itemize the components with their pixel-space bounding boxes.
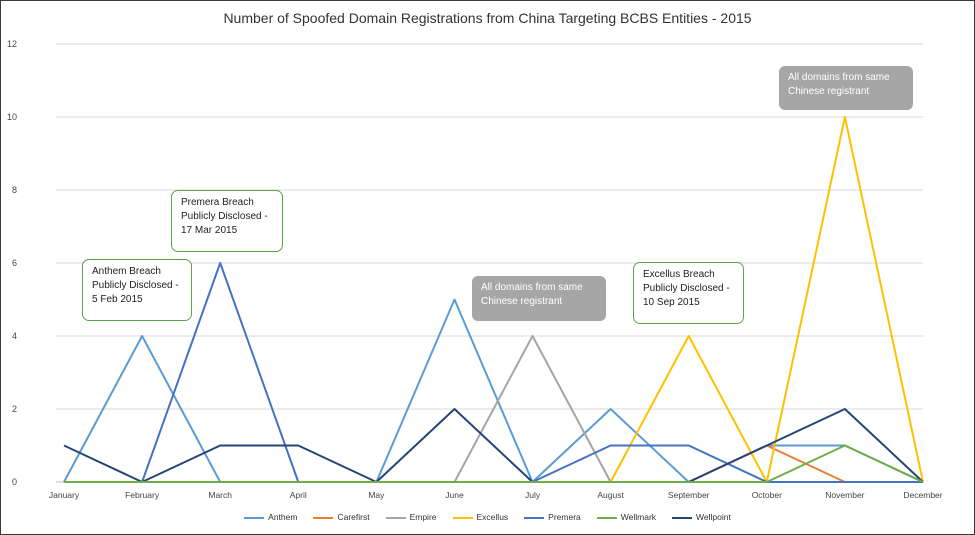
x-tick-label: October xyxy=(752,490,782,500)
x-tick-label: February xyxy=(125,490,160,500)
y-tick-label: 8 xyxy=(12,185,17,195)
annotation-line: Publicly Disclosed - xyxy=(181,211,268,222)
annotation-line: Publicly Disclosed - xyxy=(92,280,179,291)
annotation-premera-breach: Premera Breach Publicly Disclosed - 17 M… xyxy=(171,190,283,252)
x-tick-label: April xyxy=(290,490,307,500)
annotation-line: Publicly Disclosed - xyxy=(643,283,730,294)
x-tick-label: November xyxy=(825,490,864,500)
annotation-line: Anthem Breach xyxy=(92,266,161,277)
legend-label: Wellpoint xyxy=(696,512,731,522)
annotation-line: 10 Sep 2015 xyxy=(643,297,700,308)
y-tick-label: 10 xyxy=(7,112,17,122)
legend-swatch xyxy=(244,516,265,519)
legend-label: Anthem xyxy=(268,512,298,522)
legend-entry: Empire xyxy=(385,512,437,522)
series-line-wellmark xyxy=(64,444,924,483)
series-line-anthem xyxy=(63,298,924,483)
legend-label: Empire xyxy=(409,512,437,522)
series-line-wellpoint xyxy=(63,408,924,483)
chart-legend: Anthem Carefirst Empire Excellus Premera Well… xyxy=(0,512,975,522)
legend-label: Wellmark xyxy=(620,512,657,522)
legend-label: Excellus xyxy=(476,512,509,522)
legend-entry: Wellpoint xyxy=(672,512,731,522)
y-tick-label: 2 xyxy=(12,404,17,414)
x-tick-label: August xyxy=(597,490,624,500)
legend-entry: Carefirst xyxy=(313,512,370,522)
annotation-line: Chinese registrant xyxy=(481,296,563,307)
x-tick-label: July xyxy=(525,490,541,500)
annotation-july-registrant: All domains from same Chinese registrant xyxy=(472,276,606,321)
legend-swatch xyxy=(385,516,406,519)
x-tick-label: January xyxy=(49,490,80,500)
legend-label: Carefirst xyxy=(337,512,370,522)
legend-label: Premera xyxy=(548,512,581,522)
annotation-line: Premera Breach xyxy=(181,197,254,208)
annotation-november-registrant: All domains from same Chinese registrant xyxy=(779,66,913,110)
legend-entry: Excellus xyxy=(452,512,509,522)
chart-title: Number of Spoofed Domain Registrations f… xyxy=(223,10,752,26)
annotation-line: 5 Feb 2015 xyxy=(92,294,143,305)
annotation-line: Chinese registrant xyxy=(788,86,870,97)
x-tick-label: May xyxy=(368,490,385,500)
legend-entry: Anthem xyxy=(244,512,297,522)
legend-swatch xyxy=(672,516,693,519)
legend-entry: Wellmark xyxy=(596,512,657,522)
y-tick-label: 12 xyxy=(7,39,17,49)
annotation-anthem-breach: Anthem Breach Publicly Disclosed - 5 Feb… xyxy=(82,259,192,321)
annotation-line: 17 Mar 2015 xyxy=(181,225,238,236)
x-tick-label: June xyxy=(445,490,464,500)
annotation-line: Excellus Breach xyxy=(643,269,715,280)
series-line-carefirst xyxy=(64,444,923,483)
x-tick-label: March xyxy=(208,490,232,500)
legend-swatch xyxy=(596,516,617,519)
legend-swatch xyxy=(452,516,473,519)
y-tick-label: 4 xyxy=(12,331,17,341)
legend-entry: Premera xyxy=(524,512,581,522)
annotation-excellus-breach: Excellus Breach Publicly Disclosed - 10 … xyxy=(633,262,744,324)
x-tick-label: September xyxy=(668,490,710,500)
annotation-line: All domains from same xyxy=(481,282,583,293)
y-tick-label: 0 xyxy=(12,477,17,487)
legend-swatch xyxy=(524,516,545,519)
y-tick-label: 6 xyxy=(12,258,17,268)
legend-swatch xyxy=(313,516,334,519)
x-tick-label: December xyxy=(903,490,942,500)
annotation-line: All domains from same xyxy=(788,72,890,83)
